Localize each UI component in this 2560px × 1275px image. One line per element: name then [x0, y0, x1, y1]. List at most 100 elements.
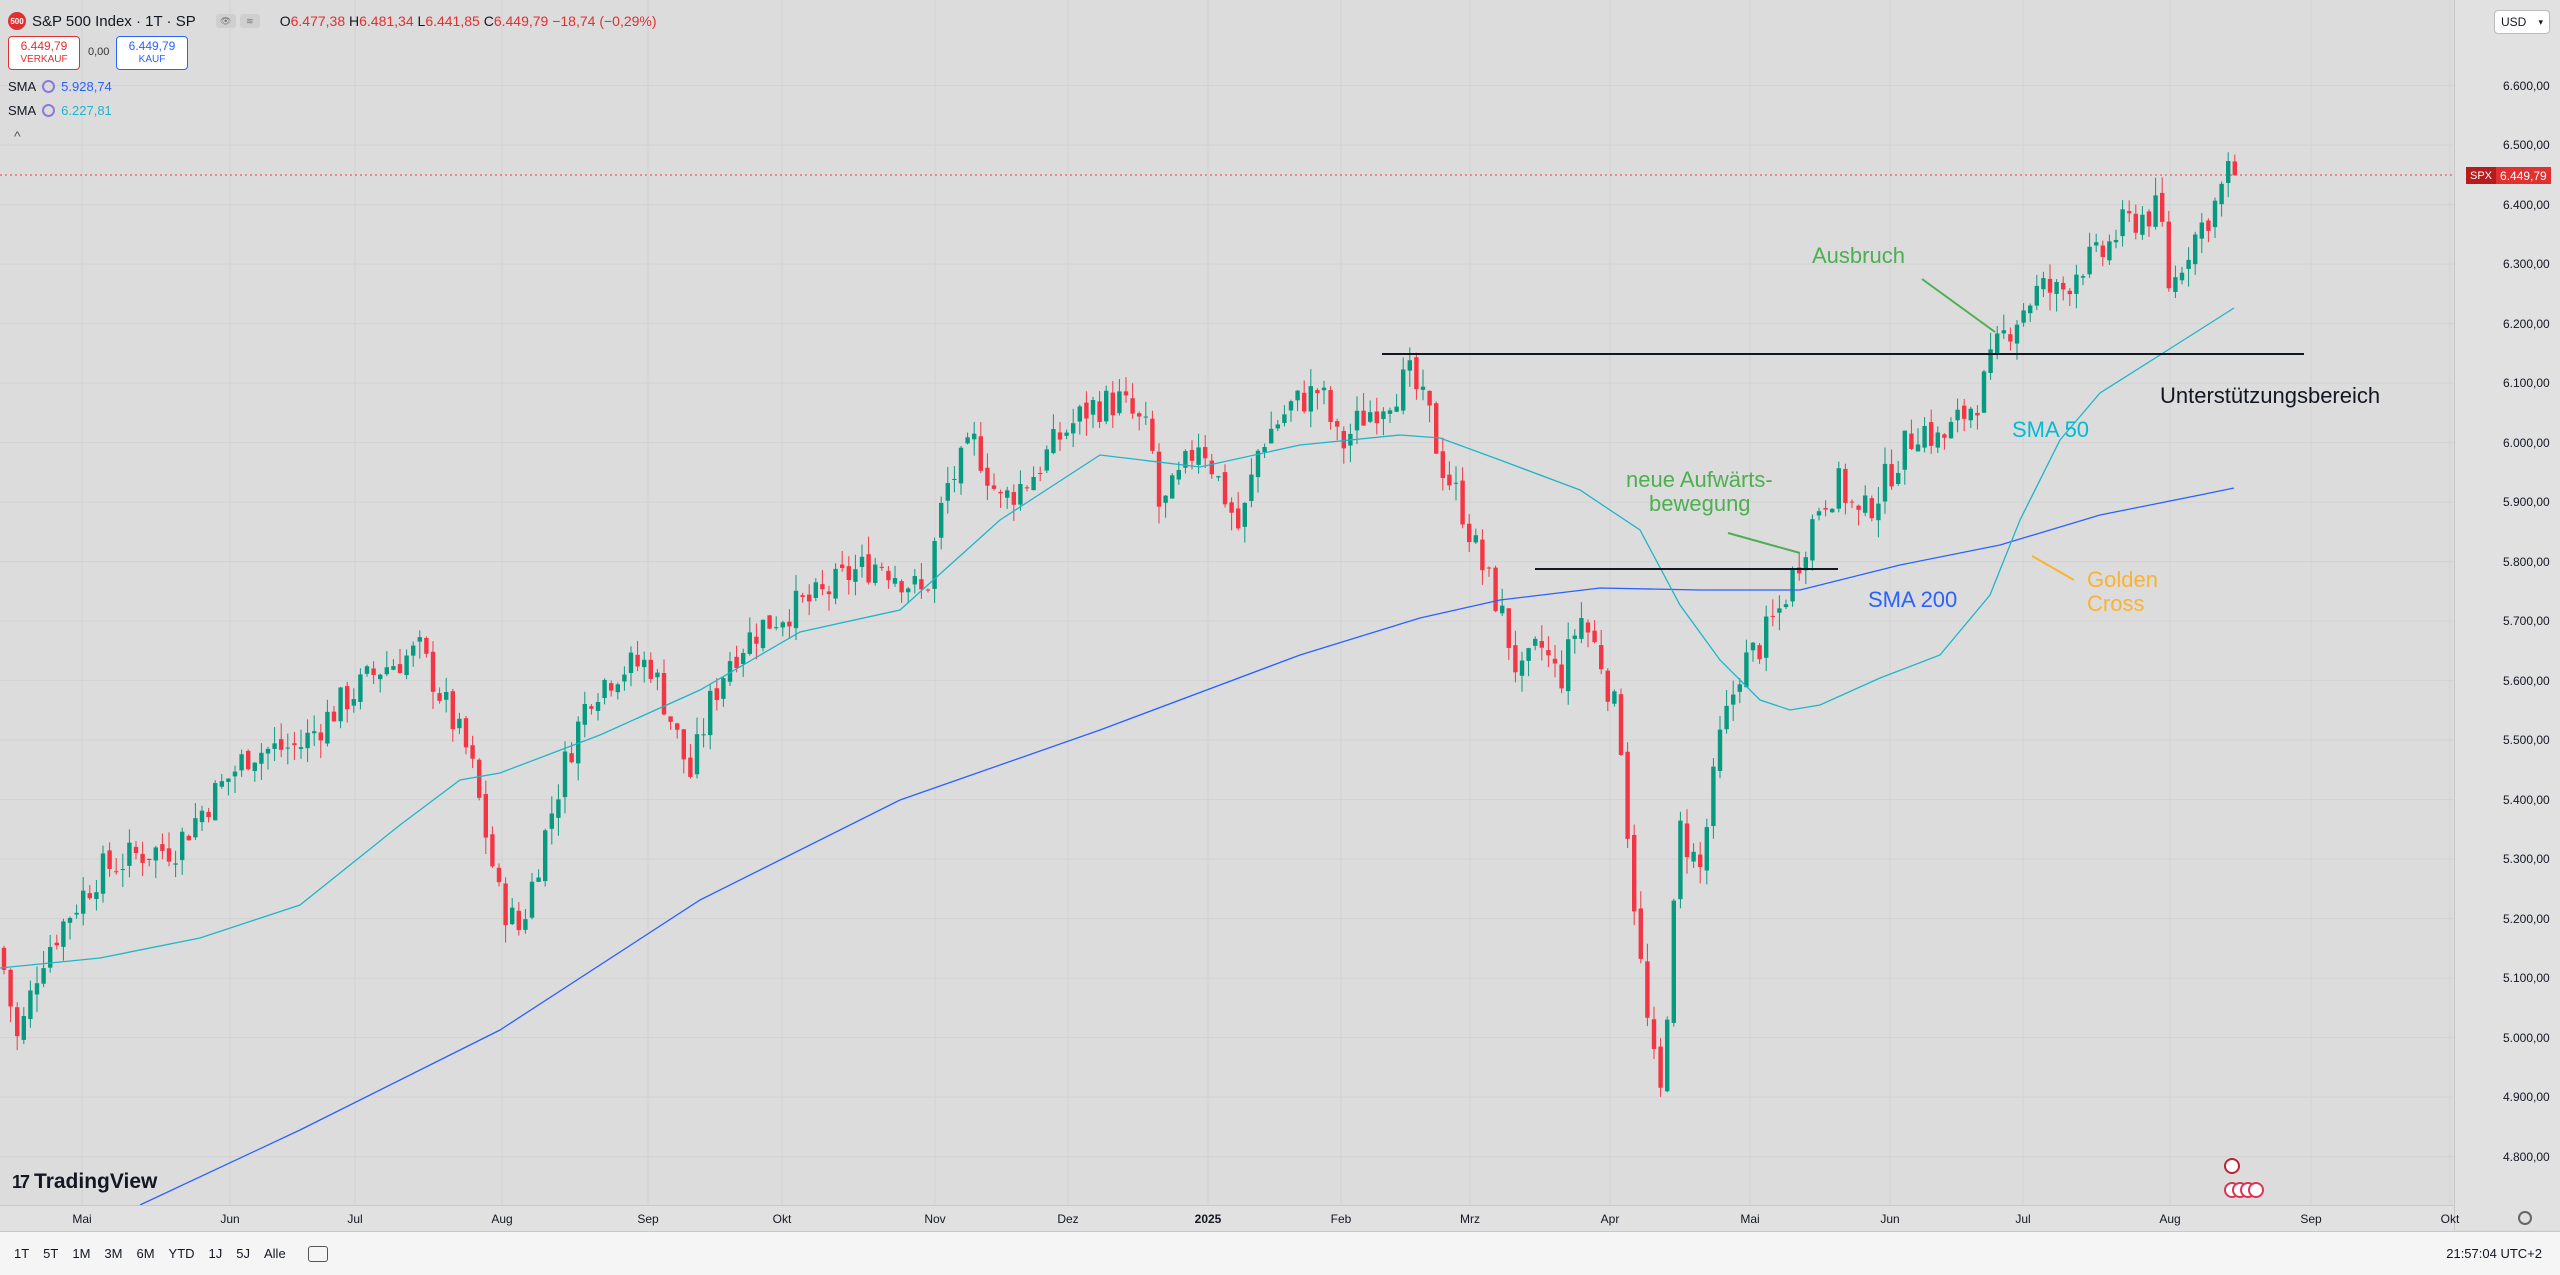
candle-body: [384, 667, 389, 675]
buy-button[interactable]: 6.449,79 KAUF: [116, 36, 188, 70]
event-icon[interactable]: [2224, 1158, 2240, 1174]
indicator-sma-50[interactable]: SMA 6.227,81: [8, 103, 112, 118]
candle-body: [107, 850, 112, 869]
candle-body: [1354, 410, 1360, 431]
price-chart[interactable]: [0, 0, 2454, 1205]
candle-body: [1955, 409, 1960, 421]
candle-body: [1988, 349, 1993, 373]
candle-body: [1981, 371, 1987, 413]
candle-body: [1315, 389, 1320, 394]
candle-body: [529, 881, 535, 918]
chart-area[interactable]: 500 S&P 500 Index · 1T · SP 👁 ≋ O6.477,3…: [0, 0, 2454, 1230]
sell-button[interactable]: 6.449,79 VERKAUF: [8, 36, 80, 70]
candle-body: [1434, 403, 1439, 454]
price-tick: 5.700,00: [2503, 614, 2550, 629]
symbol-title[interactable]: S&P 500 Index · 1T · SP: [32, 12, 196, 30]
timeframe-button[interactable]: 6M: [136, 1246, 155, 1261]
candle-body: [536, 877, 541, 882]
timeframe-button[interactable]: 5T: [43, 1246, 59, 1261]
candle-body: [1249, 474, 1254, 501]
candle-body: [919, 579, 924, 590]
candle-body: [1222, 472, 1228, 505]
settings-icon[interactable]: [2518, 1211, 2532, 1225]
candle-body: [642, 659, 647, 668]
price-tick: 6.100,00: [2503, 376, 2550, 391]
candle-body: [721, 678, 726, 699]
candle-body: [1579, 618, 1584, 639]
candle-body: [160, 844, 165, 851]
candle-body: [595, 702, 601, 711]
candle-body: [820, 584, 825, 590]
clock[interactable]: 21:57:04 UTC+2: [2446, 1246, 2542, 1261]
candle-body: [1546, 650, 1551, 656]
candle-body: [1275, 424, 1280, 429]
candle-body: [859, 556, 865, 567]
time-tick: 2025: [1194, 1212, 1222, 1226]
candle-body: [932, 541, 937, 589]
candle-body: [1203, 447, 1208, 459]
price-tick: 6.200,00: [2503, 316, 2550, 331]
candle-body: [1183, 451, 1188, 468]
candle-body: [1163, 495, 1168, 503]
timeframe-button[interactable]: 1T: [14, 1246, 30, 1261]
timeframe-button[interactable]: 1M: [72, 1246, 91, 1261]
candle-body: [912, 576, 917, 585]
price-tick: 6.400,00: [2503, 197, 2550, 212]
candle-body: [1005, 490, 1010, 498]
candle-body: [648, 659, 653, 679]
candle-body: [1533, 638, 1538, 646]
candle-body: [318, 732, 323, 741]
timeframe-button[interactable]: Alle: [264, 1246, 286, 1261]
candle-body: [1843, 468, 1848, 503]
candle-body: [767, 615, 772, 629]
bottom-toolbar: 1T 5T 1M 3M 6M YTD 1J 5J Alle 21:57:04 UTC+2: [0, 1231, 2560, 1275]
candle-body: [1335, 421, 1340, 427]
candle-body: [483, 794, 488, 838]
candle-body: [589, 706, 594, 709]
spread-value: 0,00: [88, 46, 110, 58]
eye-icon[interactable]: 👁: [215, 14, 236, 28]
candle-body: [1783, 604, 1789, 608]
price-tick: 5.900,00: [2503, 495, 2550, 510]
candle-body: [1896, 472, 1901, 485]
candle-body: [787, 621, 792, 627]
candle-body: [1321, 387, 1327, 391]
candle-body: [879, 566, 884, 568]
candle-body: [1447, 474, 1452, 486]
tradingview-logo[interactable]: 17 TradingView: [12, 1170, 158, 1193]
candle-body: [1632, 834, 1637, 912]
flag-icon[interactable]: [2248, 1182, 2264, 1198]
time-tick: Nov: [924, 1212, 946, 1226]
candle-body: [701, 734, 706, 736]
candle-body: [358, 674, 363, 702]
candle-body: [180, 831, 185, 861]
timeframe-button[interactable]: 1J: [208, 1246, 223, 1261]
candle-body: [1902, 430, 1907, 470]
candle-body: [562, 751, 568, 798]
timeframe-button[interactable]: 5J: [236, 1246, 250, 1261]
candle-body: [1816, 511, 1822, 516]
timeframe-button[interactable]: YTD: [168, 1246, 195, 1261]
candle-body: [1684, 823, 1690, 858]
candle-body: [2120, 209, 2125, 237]
price-axis[interactable]: 6.600,00 6.500,00 6.400,00 6.300,00 6.200,00…: [2454, 0, 2560, 1230]
candle-body: [305, 732, 310, 749]
currency-select[interactable]: USD ▾: [2494, 10, 2550, 34]
candle-body: [1618, 694, 1624, 755]
compare-icon[interactable]: ≋: [239, 14, 260, 28]
time-tick: Jun: [1880, 1212, 1900, 1226]
candle-body: [1453, 482, 1459, 484]
candle-body: [477, 759, 482, 798]
candle-body: [1566, 639, 1571, 692]
candle-body: [1018, 484, 1023, 505]
candle-body: [780, 622, 785, 628]
candle-body: [2107, 241, 2112, 261]
candle-body: [1137, 413, 1142, 417]
sma50-line: [0, 307, 2235, 969]
calendar-icon[interactable]: [307, 1245, 328, 1262]
collapse-legend-button[interactable]: ^: [14, 128, 21, 144]
candle-body: [1975, 412, 1980, 416]
indicator-sma-200[interactable]: SMA 5.928,74: [8, 79, 112, 94]
timeframe-button[interactable]: 3M: [104, 1246, 123, 1261]
time-axis[interactable]: Mai Jun Jul Aug Sep Okt Nov Dez 2025 Feb Mrz Apr Mai…: [0, 1205, 2459, 1231]
